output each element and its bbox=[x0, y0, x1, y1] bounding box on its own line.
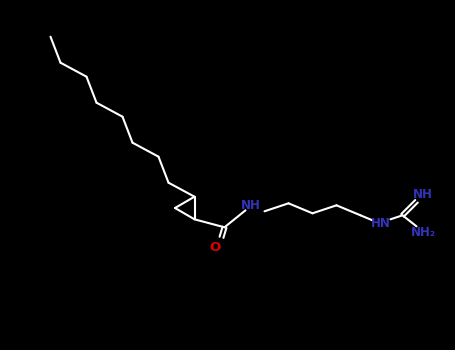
Text: O: O bbox=[210, 241, 221, 254]
Text: NH₂: NH₂ bbox=[411, 226, 436, 239]
Text: NH: NH bbox=[241, 199, 260, 212]
Text: NH: NH bbox=[413, 188, 432, 201]
Text: HN: HN bbox=[370, 217, 390, 230]
